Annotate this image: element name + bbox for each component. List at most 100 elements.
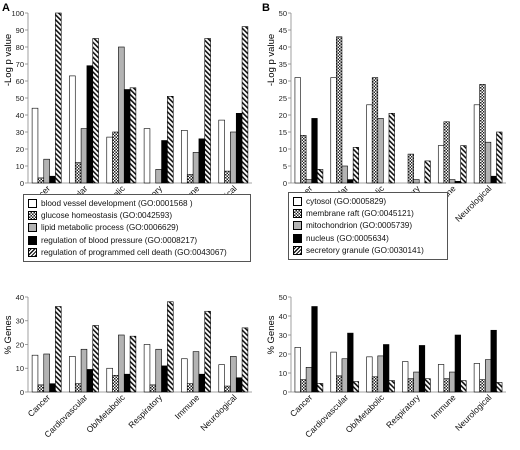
bar [198, 138, 206, 184]
x-tick-label: Neurological [453, 183, 494, 224]
bar [186, 174, 194, 184]
bar [443, 378, 450, 393]
bar [484, 359, 492, 393]
legend-right-entry: secretory granule (GO:0030141) [293, 245, 443, 257]
bar [204, 38, 211, 184]
bar [69, 356, 76, 393]
legend-swatch [293, 209, 302, 219]
bar [86, 65, 94, 184]
bar [155, 348, 162, 393]
bar [402, 361, 409, 393]
x-tick-label: Immune [429, 392, 458, 421]
y-tick-label: 100 [11, 9, 24, 18]
bar [311, 306, 318, 393]
bar [496, 131, 503, 184]
bar [388, 380, 395, 393]
bar [418, 345, 426, 393]
legend-right: cytosol (GO:0005829) membrane raft (GO:00… [288, 192, 448, 260]
bar [129, 87, 137, 184]
bar [305, 179, 313, 184]
y-tick-label: 50 [279, 293, 287, 302]
bar [341, 358, 348, 393]
legend-swatch [293, 196, 302, 206]
y-tick-label: 5 [283, 162, 287, 171]
legend-label: regulation of blood pressure (GO:0008217… [41, 235, 198, 245]
legend-swatch [28, 235, 37, 245]
bar [69, 75, 76, 184]
y-tick-label: 45 [279, 26, 287, 35]
bar [106, 367, 113, 393]
legend-left-entry: glucose homeostasis (GO:0042593) [28, 209, 246, 221]
x-tick-label: Immune [173, 392, 202, 421]
x-tick-label: Neurological [453, 392, 494, 433]
y-tick-label: 10 [279, 369, 287, 378]
legend-label: membrane raft (GO:0045121) [306, 209, 414, 219]
legend-swatch [293, 221, 302, 231]
bar [49, 383, 56, 393]
y-tick-label: 20 [16, 145, 24, 154]
y-tick-label: 70 [16, 60, 24, 69]
x-tick-label: Respiratory [384, 392, 422, 430]
bar [330, 77, 337, 184]
y-tick-label: 50 [279, 9, 287, 18]
y-tick-label: 60 [16, 77, 24, 86]
bar [317, 383, 324, 393]
bar [118, 46, 125, 184]
legend-right-entry: membrane raft (GO:0045121) [293, 207, 443, 219]
bar [377, 355, 384, 393]
bar [311, 118, 318, 184]
legend-label: cytosol (GO:0005829) [306, 196, 387, 206]
y-tick-label: 30 [16, 317, 24, 326]
legend-label: regulation of programmed cell death (GO:… [41, 248, 227, 258]
legend-swatch [28, 198, 37, 208]
bar [186, 383, 194, 393]
bar [443, 121, 450, 184]
x-tick-label: Cancer [288, 392, 315, 419]
bar [294, 77, 301, 184]
bar [143, 344, 151, 393]
legend-swatch [293, 233, 302, 243]
bar [341, 165, 348, 184]
bar [449, 179, 456, 184]
bar [43, 158, 50, 184]
y-tick-label: 30 [16, 128, 24, 137]
bar [80, 348, 88, 393]
bar [192, 152, 200, 184]
y-tick-label: 90 [16, 26, 24, 35]
bar [484, 141, 492, 184]
bar [123, 373, 131, 393]
bar [118, 334, 125, 393]
legend-left-entry: lipid metabolic process (GO:0006629) [28, 222, 246, 234]
bar [336, 375, 343, 393]
bar [366, 356, 373, 393]
y-axis-label: -Log p value [3, 34, 14, 86]
y-tick-label: 0 [20, 179, 24, 188]
y-tick-label: 40 [16, 293, 24, 302]
y-tick-label: 80 [16, 43, 24, 52]
bar [317, 169, 324, 184]
bar [230, 131, 237, 184]
legend-left-entry: regulation of programmed cell death (GO:… [28, 247, 246, 259]
bar [300, 379, 307, 393]
bar [167, 301, 174, 393]
bar [454, 334, 461, 393]
bar [377, 118, 384, 184]
bar [112, 375, 119, 393]
bar [80, 128, 88, 184]
bar [149, 384, 157, 393]
bar [161, 365, 168, 393]
bar [479, 379, 486, 393]
y-axis-label: % Genes [3, 315, 14, 354]
bar [371, 77, 379, 184]
bar [388, 113, 395, 184]
legend-label: lipid metabolic process (GO:0006629) [41, 223, 179, 233]
bar [230, 356, 237, 393]
bar [198, 373, 206, 393]
bar [496, 382, 503, 393]
y-tick-label: 0 [283, 179, 287, 188]
bar [241, 26, 249, 184]
y-tick-label: 30 [279, 77, 287, 86]
legend-right-entry: mitochondrion (GO:0005739) [293, 220, 443, 232]
y-tick-label: 30 [279, 331, 287, 340]
